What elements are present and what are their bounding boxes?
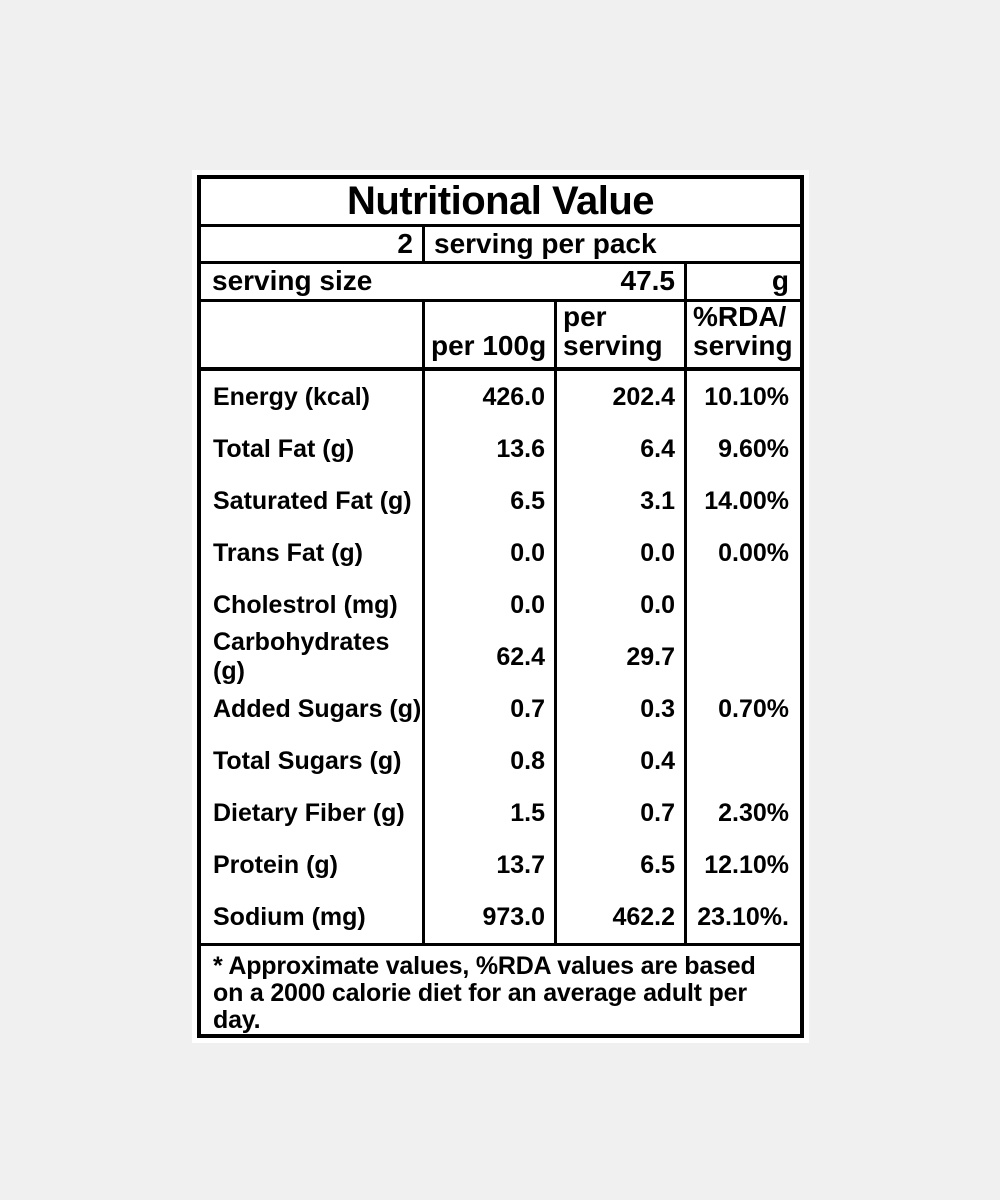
- row-rda: 9.60%: [718, 434, 789, 463]
- row-per100g: 62.4: [425, 631, 557, 683]
- title-row: Nutritional Value: [201, 179, 800, 227]
- row-label: Carbohydrates (g): [201, 628, 425, 685]
- serving-size-row: serving size 47.5 g: [201, 263, 800, 302]
- rda-line2: serving: [693, 330, 793, 361]
- row-rda: 12.10%: [704, 850, 789, 879]
- row-rda: 0.00%: [718, 538, 789, 567]
- row-label: Added Sugars (g): [201, 683, 425, 735]
- rda-line1: %RDA/: [693, 301, 787, 332]
- row-perserving: 462.2: [557, 891, 687, 943]
- serving-size-cell: serving size 47.5: [201, 263, 687, 299]
- row-rda: [687, 631, 800, 683]
- per-serving-line2: serving: [563, 330, 663, 361]
- table-row: Sodium (mg) 973.0 462.2 23.10%.: [201, 891, 800, 943]
- serving-size-value: 47.5: [620, 265, 676, 297]
- row-perserving: 3.1: [557, 475, 687, 527]
- row-per100g: 6.5: [425, 475, 557, 527]
- row-per100g: 0.7: [425, 683, 557, 735]
- column-header-rda: %RDA/ serving: [687, 302, 800, 367]
- row-perserving: 29.7: [557, 631, 687, 683]
- row-per100g: 1.5: [425, 787, 557, 839]
- row-perserving: 0.0: [557, 527, 687, 579]
- column-header-per-100g: per 100g: [425, 302, 557, 367]
- row-rda: 10.10%: [704, 382, 789, 411]
- column-header-empty: [201, 302, 425, 367]
- servings-per-pack-row: 2 serving per pack: [201, 227, 800, 264]
- row-per100g: 0.8: [425, 735, 557, 787]
- row-perserving: 202.4: [557, 371, 687, 423]
- label-title: Nutritional Value: [346, 179, 655, 223]
- table-row: Energy (kcal) 426.0 202.4 10.10%: [201, 371, 800, 423]
- serving-size-unit: g: [771, 265, 789, 297]
- nutrition-label-panel: Nutritional Value 2 serving per pack ser…: [197, 175, 804, 1038]
- row-per100g: 426.0: [425, 371, 557, 423]
- row-per100g: 13.7: [425, 839, 557, 891]
- footnote: * Approximate values, %RDA values are ba…: [201, 943, 800, 1034]
- servings-per-pack-text: serving per pack: [434, 227, 657, 259]
- row-label: Trans Fat (g): [201, 527, 425, 579]
- row-label: Dietary Fiber (g): [201, 787, 425, 839]
- row-rda: 2.30%: [718, 798, 789, 827]
- servings-per-pack-count: 2: [201, 227, 425, 261]
- table-row: Total Sugars (g) 0.8 0.4: [201, 735, 800, 787]
- serving-size-label: serving size: [212, 265, 373, 297]
- row-label: Total Sugars (g): [201, 735, 425, 787]
- row-perserving: 0.3: [557, 683, 687, 735]
- row-label: Protein (g): [201, 839, 425, 891]
- row-rda: 0.70%: [718, 694, 789, 723]
- row-perserving: 6.4: [557, 423, 687, 475]
- row-perserving: 6.5: [557, 839, 687, 891]
- row-perserving: 0.0: [557, 579, 687, 631]
- table-row: Trans Fat (g) 0.0 0.0 0.00%: [201, 527, 800, 579]
- row-label: Saturated Fat (g): [201, 475, 425, 527]
- row-rda: [687, 735, 800, 787]
- row-rda: 14.00%: [704, 486, 789, 515]
- per-serving-line1: per: [563, 301, 607, 332]
- table-row: Cholestrol (mg) 0.0 0.0: [201, 579, 800, 631]
- row-label: Cholestrol (mg): [201, 579, 425, 631]
- row-label: Total Fat (g): [201, 423, 425, 475]
- table-row: Protein (g) 13.7 6.5 12.10%: [201, 839, 800, 891]
- nutrient-rows: Energy (kcal) 426.0 202.4 10.10% Total F…: [201, 371, 800, 943]
- row-perserving: 0.4: [557, 735, 687, 787]
- table-row: Saturated Fat (g) 6.5 3.1 14.00%: [201, 475, 800, 527]
- table-row: Added Sugars (g) 0.7 0.3 0.70%: [201, 683, 800, 735]
- table-row: Carbohydrates (g) 62.4 29.7: [201, 628, 800, 685]
- row-label: Energy (kcal): [201, 371, 425, 423]
- row-rda: [687, 579, 800, 631]
- row-per100g: 0.0: [425, 527, 557, 579]
- row-perserving: 0.7: [557, 787, 687, 839]
- row-per100g: 13.6: [425, 423, 557, 475]
- column-header-per-serving: per serving: [557, 302, 687, 367]
- column-header-row: per 100g per serving %RDA/ serving: [201, 302, 800, 371]
- row-per100g: 0.0: [425, 579, 557, 631]
- row-label: Sodium (mg): [201, 891, 425, 943]
- table-row: Dietary Fiber (g) 1.5 0.7 2.30%: [201, 787, 800, 839]
- table-row: Total Fat (g) 13.6 6.4 9.60%: [201, 423, 800, 475]
- row-rda: 23.10%.: [697, 902, 789, 931]
- row-per100g: 973.0: [425, 891, 557, 943]
